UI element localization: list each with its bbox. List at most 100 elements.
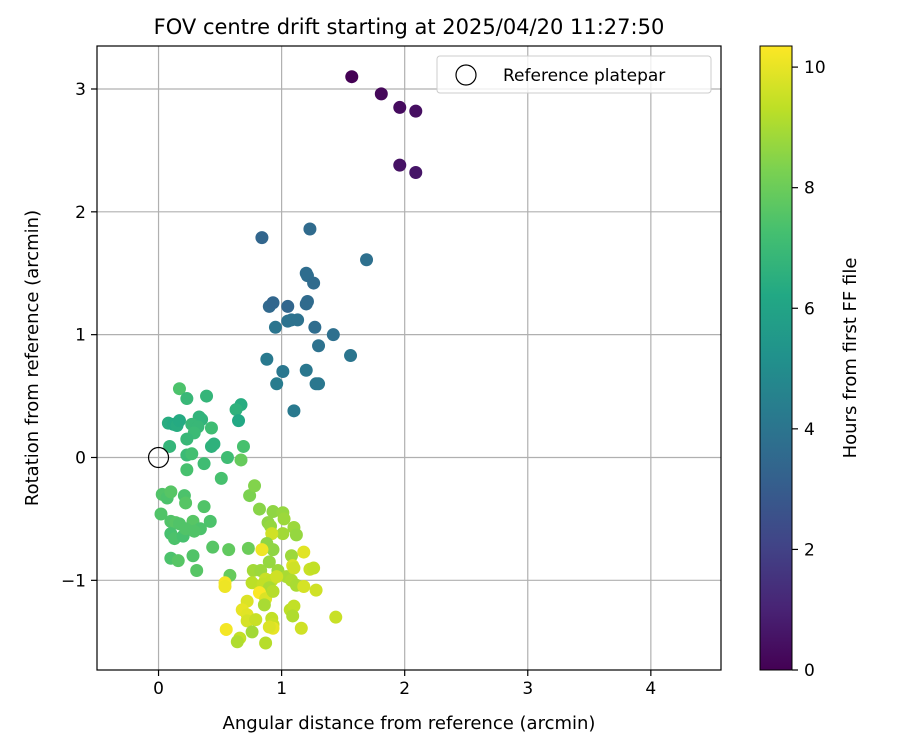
data-point [218, 579, 232, 593]
data-point [234, 453, 248, 467]
data-points [154, 70, 423, 650]
data-point [299, 363, 313, 377]
colorbar-ticks: 0 2 4 6 8 10 [792, 58, 826, 681]
axis-ticks: 0 1 2 3 4 −1 0 1 2 3 [61, 80, 656, 699]
data-point [255, 231, 269, 245]
data-point [180, 392, 194, 406]
data-point [309, 583, 323, 597]
data-point [243, 489, 257, 503]
data-point [284, 549, 298, 563]
data-point [409, 166, 423, 180]
colorbar-tick-label: 10 [804, 58, 826, 78]
data-point [220, 450, 234, 464]
data-point [329, 610, 343, 624]
x-tick-label: 2 [399, 679, 410, 699]
data-point [214, 471, 228, 485]
colorbar-gradient [759, 45, 793, 671]
data-point [185, 447, 199, 461]
y-tick-label: 3 [75, 80, 86, 100]
data-point [262, 555, 276, 569]
data-point [307, 276, 321, 290]
data-point [262, 620, 276, 634]
grid-lines [97, 46, 721, 670]
y-tick-label: 1 [75, 326, 86, 346]
data-point [172, 382, 186, 396]
data-point [286, 609, 300, 623]
colorbar-tick-label: 8 [804, 179, 815, 199]
data-point [308, 320, 322, 334]
data-point [374, 87, 388, 101]
data-point [203, 514, 217, 528]
data-point [206, 540, 220, 554]
colorbar-tick-label: 0 [804, 661, 815, 681]
data-point [172, 414, 186, 428]
x-tick-label: 3 [522, 679, 533, 699]
data-point [163, 439, 177, 453]
colorbar-label: Hours from first FF file [840, 258, 861, 459]
data-point [276, 527, 290, 541]
data-point [276, 365, 290, 379]
data-point [287, 404, 301, 418]
data-point [344, 349, 358, 363]
data-point [300, 294, 314, 308]
data-point [171, 554, 185, 568]
data-point [289, 528, 303, 542]
data-point [187, 524, 201, 538]
chart-title: FOV centre drift starting at 2025/04/20 … [154, 15, 665, 39]
legend-entry-reference: Reference platepar [503, 66, 665, 86]
data-point [277, 512, 291, 526]
colorbar-tick-label: 4 [804, 420, 815, 440]
y-axis-label: Rotation from reference (arcmin) [22, 210, 43, 506]
x-tick-label: 0 [153, 679, 164, 699]
data-point [249, 613, 263, 627]
colorbar: 0 2 4 6 8 10 Hours from first FF file [759, 45, 861, 681]
data-point [326, 328, 340, 342]
data-point [180, 463, 194, 477]
data-point [197, 457, 211, 471]
data-point [287, 599, 301, 613]
data-point [409, 104, 423, 118]
legend: Reference platepar [436, 55, 712, 94]
data-point [345, 70, 359, 84]
data-point [186, 549, 200, 563]
x-axis-label: Angular distance from reference (arcmin) [223, 713, 596, 734]
data-point [303, 222, 317, 236]
data-point [270, 377, 284, 391]
data-point [291, 313, 305, 327]
data-point [260, 352, 274, 366]
data-point [268, 320, 282, 334]
data-point [393, 158, 407, 172]
data-point [266, 505, 280, 519]
data-point [393, 100, 407, 114]
data-point [360, 253, 374, 267]
data-point [230, 635, 244, 649]
data-point [245, 576, 259, 590]
data-point [200, 389, 214, 403]
data-point [164, 485, 178, 499]
data-point [180, 432, 194, 446]
data-point [207, 437, 221, 451]
data-point [255, 543, 269, 557]
data-point [197, 500, 211, 514]
data-point [312, 377, 326, 391]
data-point [287, 561, 301, 575]
data-point [307, 561, 321, 575]
colorbar-tick-label: 2 [804, 540, 815, 560]
data-point [312, 339, 326, 353]
data-point [219, 622, 233, 636]
legend-frame [436, 55, 712, 94]
data-point [297, 579, 311, 593]
data-point [257, 598, 271, 612]
data-point [154, 507, 168, 521]
data-point [245, 625, 259, 639]
data-point [204, 421, 218, 435]
data-point [229, 403, 243, 417]
y-tick-label: 2 [75, 203, 86, 223]
reference-point-marker [147, 446, 170, 469]
data-point [265, 527, 279, 541]
x-tick-label: 4 [645, 679, 656, 699]
data-point [297, 545, 311, 559]
data-point [270, 570, 284, 584]
plot-frame [96, 45, 722, 671]
